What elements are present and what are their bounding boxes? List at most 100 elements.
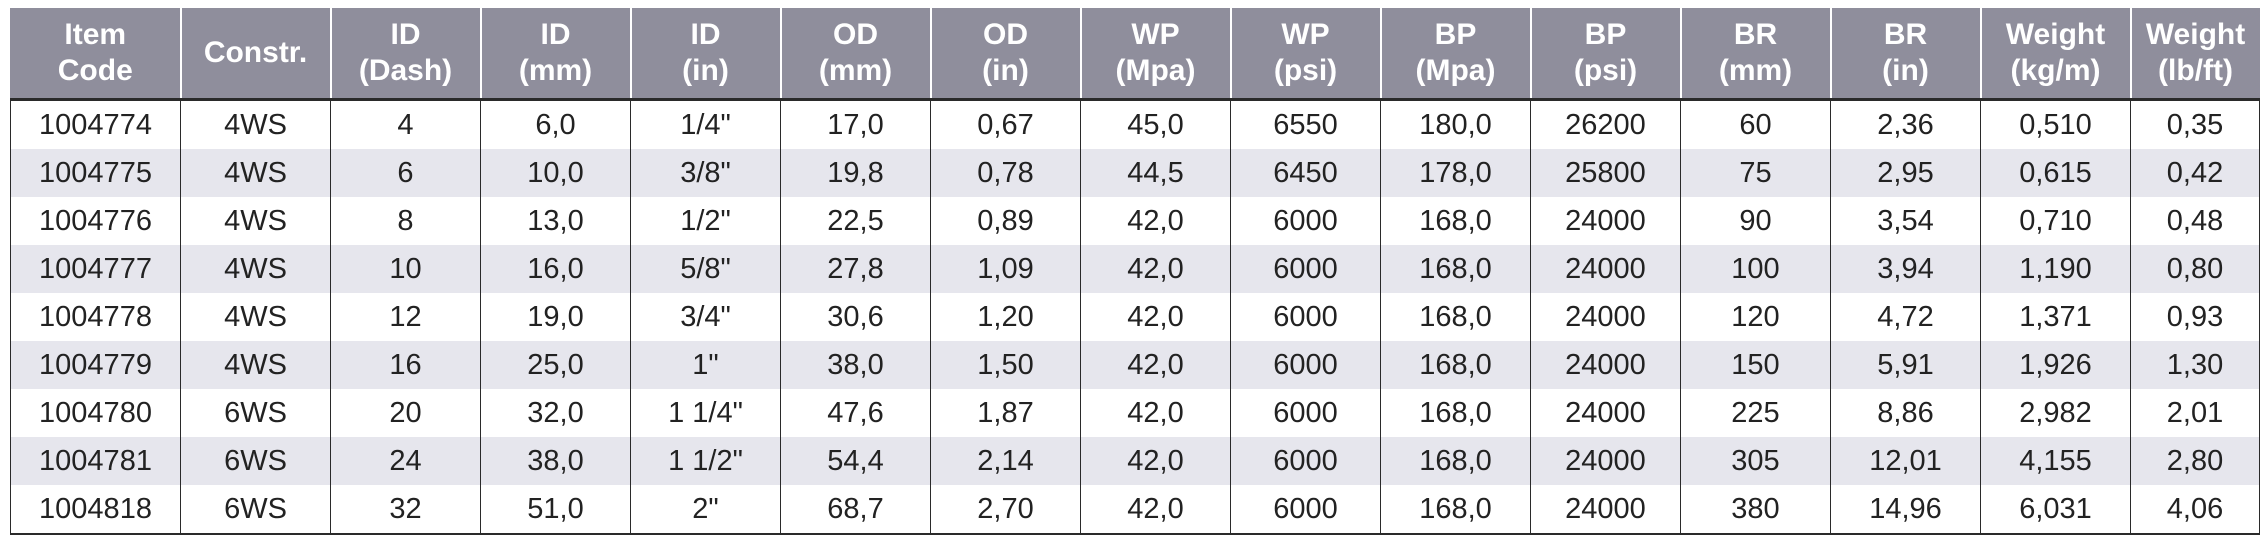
table-row: 1004818 6WS 32 51,0 2" 68,7 2,70 42,0 6000 168,0 2… — [10, 485, 2260, 535]
table-cell: 0,67 — [930, 99, 1081, 149]
table-cell: 1004775 — [10, 149, 181, 197]
column-header-title: ID — [390, 18, 421, 51]
table-cell: 6550 — [1230, 99, 1381, 149]
table-cell: 3/4" — [630, 293, 781, 341]
table-cell: 24000 — [1530, 197, 1681, 245]
table-cell: 42,0 — [1080, 293, 1231, 341]
table-cell: 1,50 — [930, 341, 1081, 389]
table-cell: 32 — [330, 485, 481, 535]
table-cell: 2,95 — [1830, 149, 1981, 197]
table-cell: 0,35 — [2130, 99, 2260, 149]
table-cell: 17,0 — [780, 99, 931, 149]
table-cell: 25800 — [1530, 149, 1681, 197]
table-row: 1004778 4WS 12 19,0 3/4" 30,6 1,20 42,0 6000 168,… — [10, 293, 2260, 341]
table-cell: 0,89 — [930, 197, 1081, 245]
table-cell: 178,0 — [1380, 149, 1531, 197]
column-header-title: ID — [690, 18, 721, 51]
table-cell: 168,0 — [1380, 389, 1531, 437]
column-header-unit: (Dash) — [358, 54, 453, 87]
table-cell: 2,70 — [930, 485, 1081, 535]
column-header-title: BP — [1434, 18, 1477, 51]
column-header-title: Constr. — [203, 36, 308, 69]
table-cell: 1004776 — [10, 197, 181, 245]
table-cell: 6000 — [1230, 197, 1381, 245]
column-header: OD (mm) — [779, 8, 931, 100]
table-cell: 1" — [630, 341, 781, 389]
table-cell: 6,0 — [480, 99, 631, 149]
table-row: 1004775 4WS 6 10,0 3/8" 19,8 0,78 44,5 6450 178,0… — [10, 149, 2260, 197]
table-cell: 68,7 — [780, 485, 931, 535]
column-header-title: Weight — [2005, 18, 2106, 51]
table-cell: 4WS — [180, 341, 331, 389]
table-cell: 42,0 — [1080, 341, 1231, 389]
column-header-title: WP — [1281, 18, 1330, 51]
table-cell: 0,78 — [930, 149, 1081, 197]
table-cell: 20 — [330, 389, 481, 437]
table-cell: 1,87 — [930, 389, 1081, 437]
table-cell: 0,80 — [2130, 245, 2260, 293]
table-cell: 0,48 — [2130, 197, 2260, 245]
table-cell: 1/4" — [630, 99, 781, 149]
table-cell: 168,0 — [1380, 245, 1531, 293]
table-cell: 22,5 — [780, 197, 931, 245]
column-header: Item Code — [10, 8, 181, 100]
table-cell: 24000 — [1530, 245, 1681, 293]
table-cell: 54,4 — [780, 437, 931, 485]
table-cell: 42,0 — [1080, 437, 1231, 485]
table-cell: 2,01 — [2130, 389, 2260, 437]
table-cell: 1004818 — [10, 485, 181, 535]
table-cell: 4WS — [180, 149, 331, 197]
table-cell: 8 — [330, 197, 481, 245]
table-body: 1004774 4WS 4 6,0 1/4" 17,0 0,67 45,0 6550 180,0 2… — [10, 99, 2260, 535]
table-cell: 120 — [1680, 293, 1831, 341]
column-header: ID (mm) — [479, 8, 631, 100]
table-cell: 1,09 — [930, 245, 1081, 293]
table-cell: 380 — [1680, 485, 1831, 535]
table-cell: 30,6 — [780, 293, 931, 341]
table-cell: 13,0 — [480, 197, 631, 245]
table-cell: 168,0 — [1380, 341, 1531, 389]
table-row: 1004774 4WS 4 6,0 1/4" 17,0 0,67 45,0 6550 180,0 2… — [10, 99, 2260, 149]
hose-spec-table: Item Code Constr. ID (Dash) ID (mm) ID (in) OD (mm… — [10, 8, 2260, 535]
table-cell: 2,36 — [1830, 99, 1981, 149]
column-header-title: BR — [1883, 18, 1928, 51]
table-cell: 4WS — [180, 245, 331, 293]
table-cell: 6 — [330, 149, 481, 197]
table-cell: 6WS — [180, 485, 331, 535]
table-cell: 60 — [1680, 99, 1831, 149]
column-header-unit: (lb/ft) — [2158, 54, 2233, 87]
table-cell: 8,86 — [1830, 389, 1981, 437]
table-cell: 2,80 — [2130, 437, 2260, 485]
table-cell: 3/8" — [630, 149, 781, 197]
table-cell: 4 — [330, 99, 481, 149]
spec-table-container: Item Code Constr. ID (Dash) ID (mm) ID (in) OD (mm… — [10, 8, 2260, 535]
column-header-unit: (psi) — [1573, 54, 1638, 87]
column-header: BR (mm) — [1679, 8, 1831, 100]
table-cell: 1,190 — [1980, 245, 2131, 293]
table-cell: 12 — [330, 293, 481, 341]
column-header: Weight (lb/ft) — [2129, 8, 2260, 100]
table-cell: 225 — [1680, 389, 1831, 437]
column-header-title: OD — [983, 18, 1028, 51]
table-cell: 42,0 — [1080, 197, 1231, 245]
table-cell: 1 1/2" — [630, 437, 781, 485]
table-cell: 2" — [630, 485, 781, 535]
table-cell: 1,30 — [2130, 341, 2260, 389]
column-header-unit: Code — [57, 54, 133, 87]
column-header-unit: (in) — [982, 54, 1029, 87]
table-cell: 27,8 — [780, 245, 931, 293]
table-header: Item Code Constr. ID (Dash) ID (mm) ID (in) OD (mm… — [10, 8, 2260, 100]
table-cell: 1,20 — [930, 293, 1081, 341]
table-cell: 168,0 — [1380, 197, 1531, 245]
table-cell: 42,0 — [1080, 485, 1231, 535]
column-header: OD (in) — [929, 8, 1081, 100]
table-cell: 2,982 — [1980, 389, 2131, 437]
column-header-unit: (in) — [682, 54, 729, 87]
table-cell: 1004781 — [10, 437, 181, 485]
column-header: WP (Mpa) — [1079, 8, 1231, 100]
column-header-unit: (Mpa) — [1415, 54, 1496, 87]
table-cell: 4,06 — [2130, 485, 2260, 535]
column-header: BP (Mpa) — [1379, 8, 1531, 100]
table-cell: 38,0 — [480, 437, 631, 485]
table-cell: 4WS — [180, 293, 331, 341]
